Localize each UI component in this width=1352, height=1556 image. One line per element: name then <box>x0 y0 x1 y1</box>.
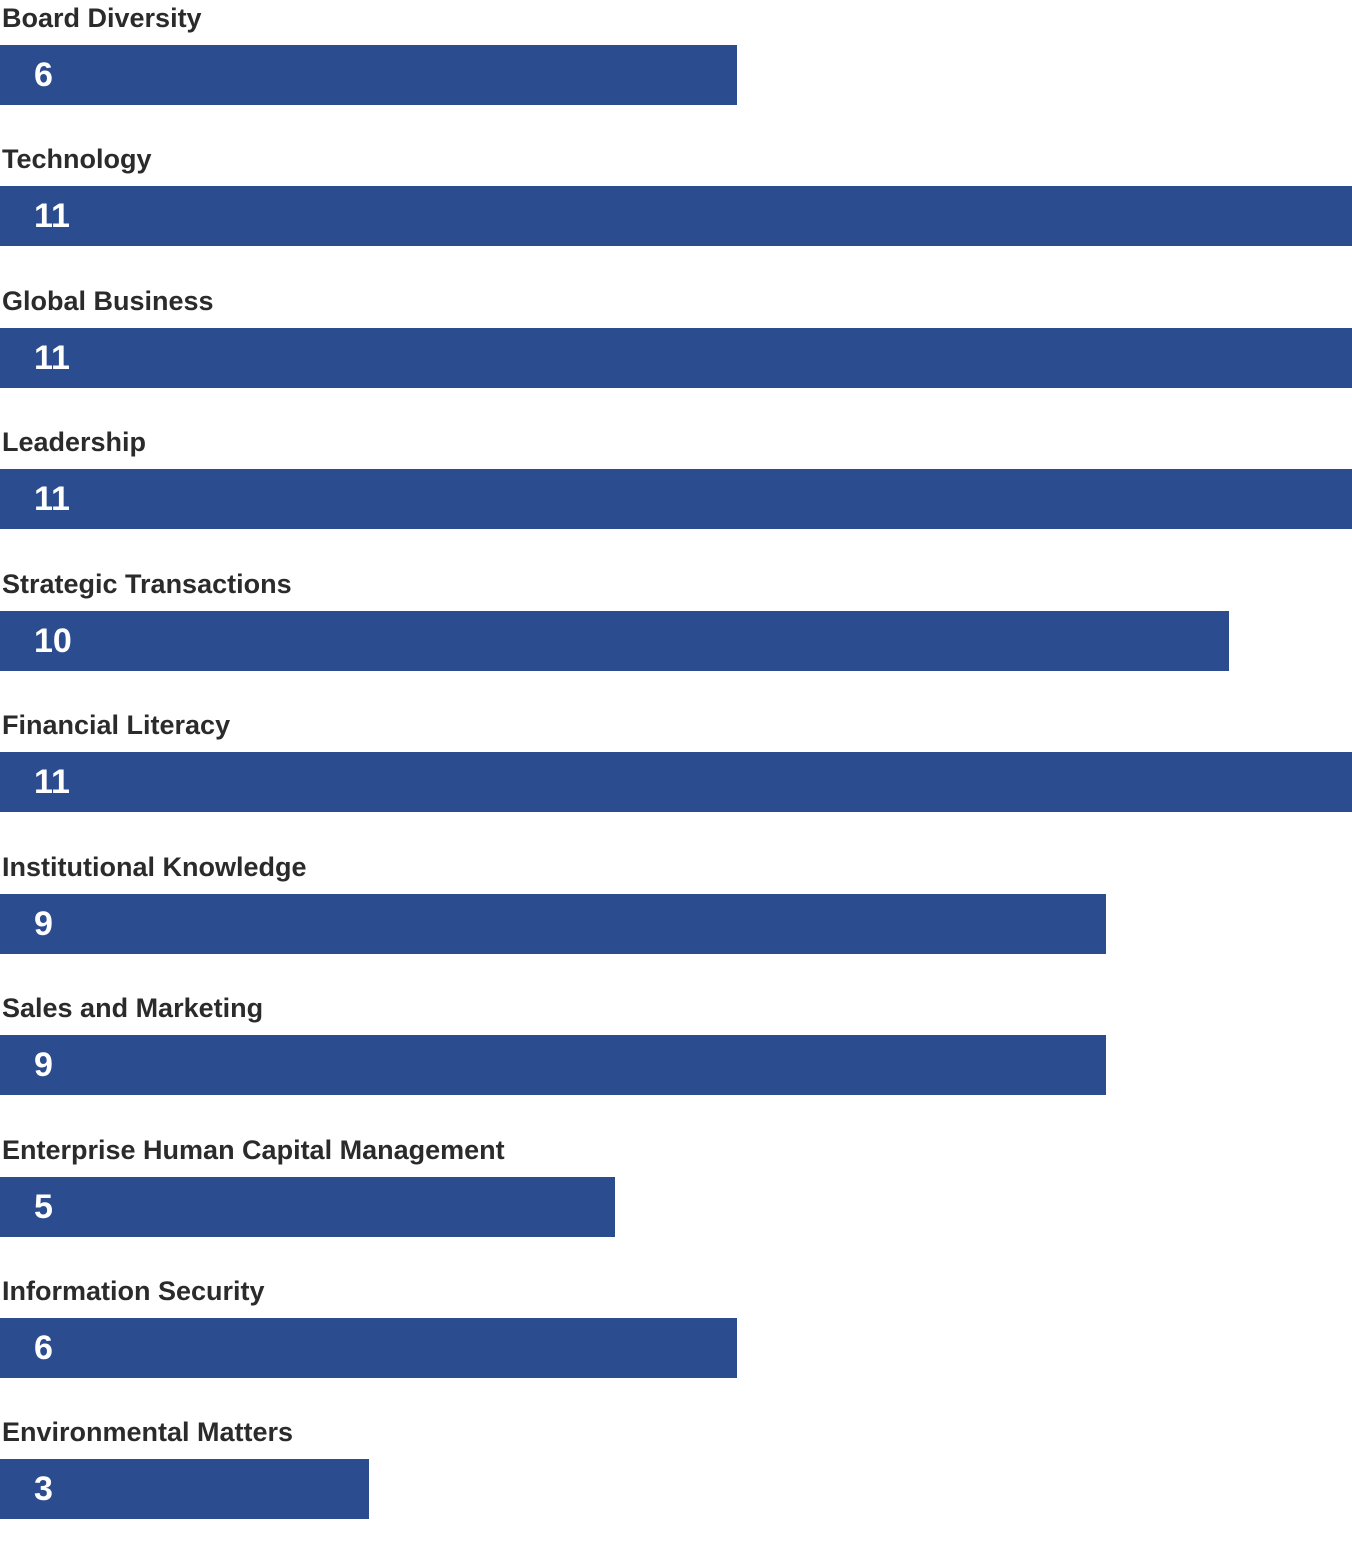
chart-row: Financial Literacy 11 <box>0 707 1352 848</box>
bar-value-label: 6 <box>34 1328 53 1367</box>
chart-row: Environmental Matters 3 <box>0 1414 1352 1555</box>
bar-value-label: 3 <box>34 1470 53 1509</box>
category-label: Sales and Marketing <box>2 993 264 1024</box>
category-label: Financial Literacy <box>2 710 231 741</box>
category-label: Institutional Knowledge <box>2 851 307 882</box>
bar: 9 <box>0 1035 1107 1096</box>
category-label: Information Security <box>2 1275 265 1306</box>
category-label: Technology <box>2 144 152 175</box>
bar-value-label: 6 <box>34 56 53 94</box>
bar: 11 <box>0 327 1352 388</box>
bar: 10 <box>0 610 1230 671</box>
bar: 5 <box>0 1176 615 1237</box>
bar-value-label: 11 <box>34 338 70 377</box>
bar-value-label: 11 <box>34 197 70 236</box>
bar-value-label: 11 <box>34 480 70 519</box>
category-label: Environmental Matters <box>2 1417 294 1448</box>
bar-value-label: 9 <box>34 904 53 943</box>
chart-row: Institutional Knowledge 9 <box>0 849 1352 990</box>
bar: 6 <box>0 1317 738 1378</box>
bar-value-label: 9 <box>34 1046 53 1085</box>
chart-row: Enterprise Human Capital Management 5 <box>0 1132 1352 1273</box>
chart-row: Information Security 6 <box>0 1273 1352 1414</box>
bar: 6 <box>0 45 738 105</box>
bar: 11 <box>0 186 1352 247</box>
bar: 9 <box>0 893 1107 954</box>
chart-row: Global Business 11 <box>0 283 1352 424</box>
chart-row: Strategic Transactions 10 <box>0 566 1352 707</box>
bar: 3 <box>0 1459 369 1520</box>
bar-value-label: 5 <box>34 1187 53 1226</box>
category-label: Board Diversity <box>2 3 202 33</box>
category-label: Strategic Transactions <box>2 568 292 599</box>
chart-row: Board Diversity 6 <box>0 0 1352 141</box>
bar: 11 <box>0 752 1352 813</box>
chart-row: Technology 11 <box>0 141 1352 282</box>
chart-row: Leadership 11 <box>0 424 1352 565</box>
bar-value-label: 11 <box>34 763 70 802</box>
category-label: Global Business <box>2 285 214 316</box>
bar: 11 <box>0 469 1352 530</box>
chart-row: Sales and Marketing 9 <box>0 990 1352 1131</box>
bar-value-label: 10 <box>34 621 72 660</box>
category-label: Leadership <box>2 427 147 458</box>
category-label: Enterprise Human Capital Management <box>2 1134 505 1165</box>
